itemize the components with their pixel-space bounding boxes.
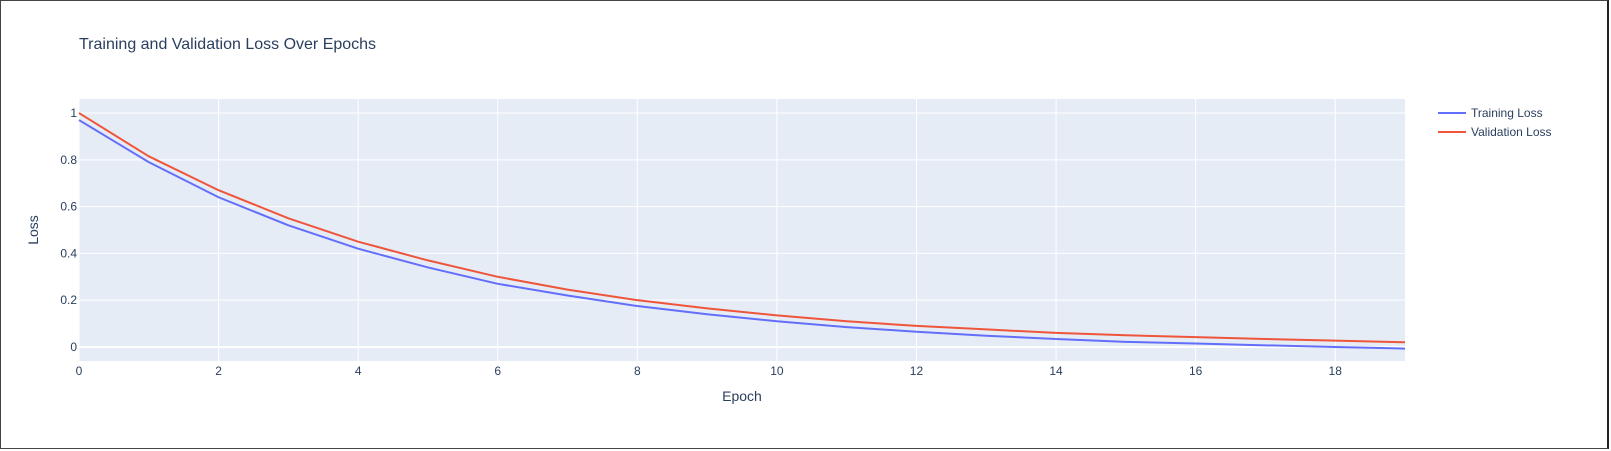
y-tick-label: 0.2 [60,293,77,307]
x-tick-label: 8 [634,364,641,378]
y-tick-label: 0 [70,340,77,354]
x-tick-label: 18 [1329,364,1343,378]
legend-item[interactable]: Validation Loss [1438,125,1552,139]
gridlines [78,99,1405,361]
x-tick-label: 2 [215,364,222,378]
y-tick-label: 0.6 [60,200,77,214]
y-tick-label: 1 [70,106,77,120]
y-axis-title: Loss [25,215,41,245]
series-line [78,112,1406,344]
series-line [78,119,1406,350]
x-axis-title: Epoch [722,388,762,404]
legend-label: Validation Loss [1471,125,1552,139]
x-axis-ticks: 0 2 4 6 8 10 12 14 16 18 [76,364,1343,378]
plot-background [79,99,1405,361]
y-tick-label: 0.4 [60,246,77,260]
chart-title: Training and Validation Loss Over Epochs [79,36,377,53]
legend[interactable]: Training Loss Validation Loss [1438,106,1552,139]
y-tick-label: 0.8 [60,153,77,167]
x-tick-label: 16 [1189,364,1203,378]
x-tick-label: 14 [1049,364,1063,378]
x-tick-label: 4 [355,364,362,378]
legend-item[interactable]: Training Loss [1438,106,1543,120]
y-axis-ticks: 0 0.2 0.4 0.6 0.8 1 [60,106,77,354]
series-layer [78,112,1406,350]
legend-label: Training Loss [1471,106,1543,120]
x-tick-label: 10 [770,364,784,378]
x-tick-label: 12 [910,364,924,378]
x-tick-label: 6 [494,364,501,378]
x-tick-label: 0 [76,364,83,378]
